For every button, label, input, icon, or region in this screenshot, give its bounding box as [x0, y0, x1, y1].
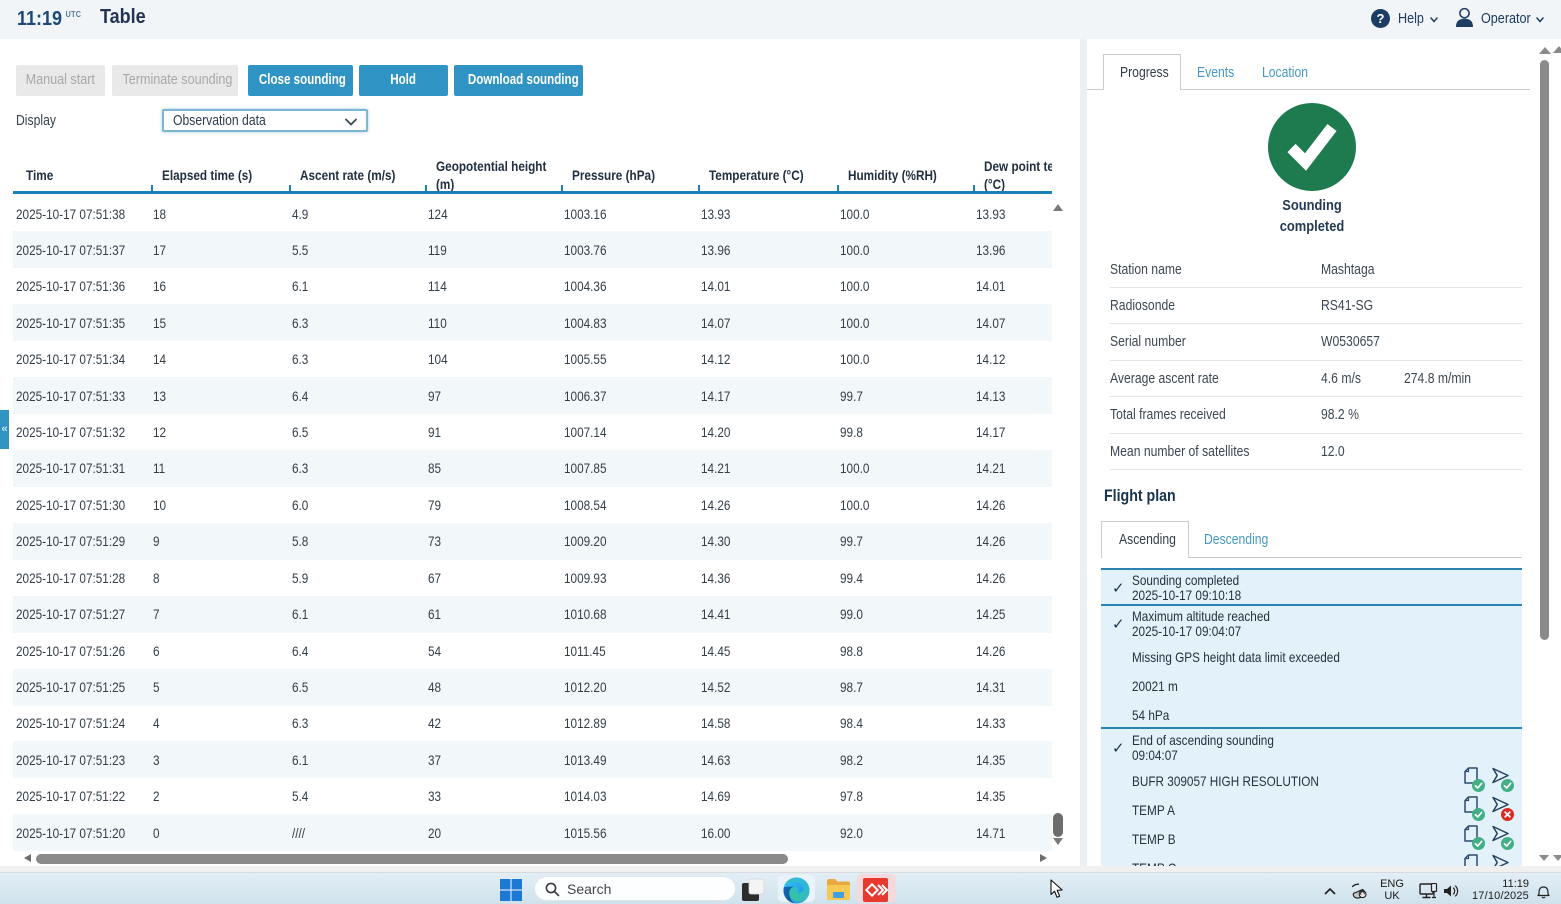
svg-text:?: ?: [1377, 11, 1385, 26]
